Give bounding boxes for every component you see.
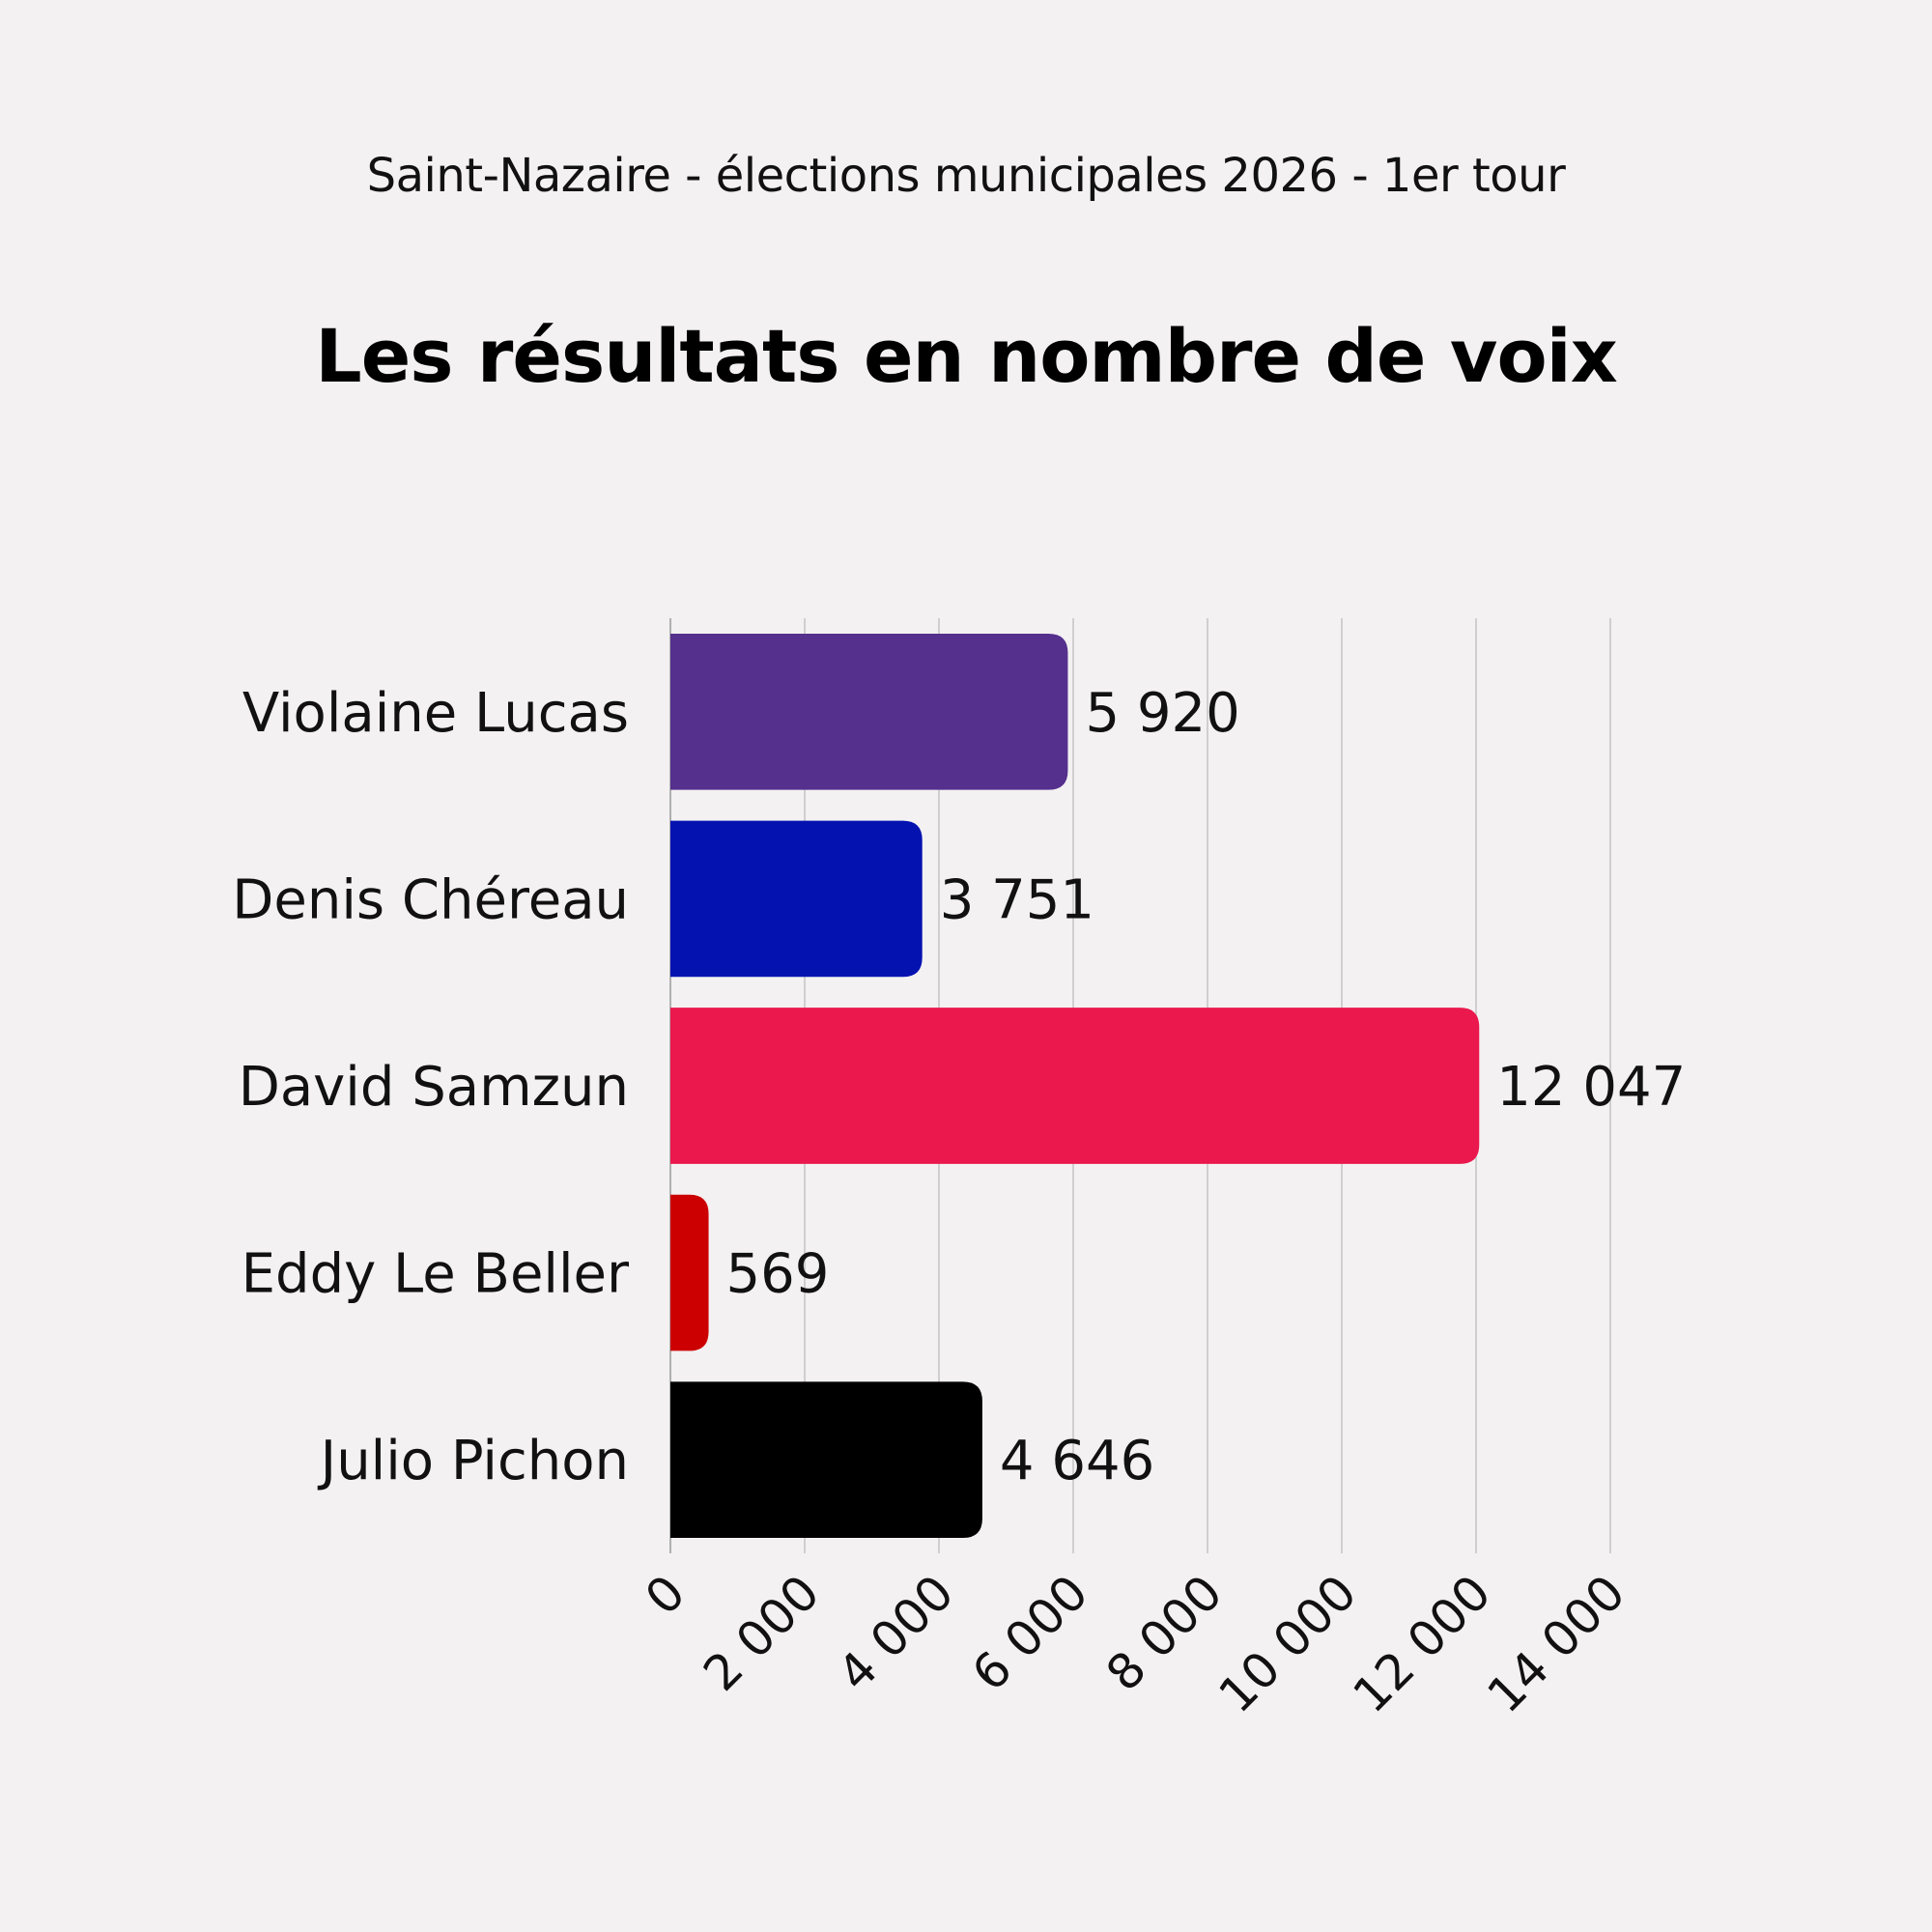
x-tick-label: 14 000	[1477, 1564, 1636, 1723]
category-label: Denis Chéreau	[232, 868, 629, 931]
labels: Violaine Lucas 5 920 Denis Chéreau 3 751 Dav…	[232, 682, 1686, 1492]
category-label: Eddy Le Beller	[242, 1243, 630, 1306]
x-tick-label: 2 000	[693, 1564, 830, 1701]
bars	[670, 633, 1480, 1539]
value-label: 12 047	[1496, 1056, 1686, 1119]
bar	[670, 1008, 1480, 1164]
x-tick-label: 10 000	[1208, 1564, 1368, 1723]
value-label: 5 920	[1085, 682, 1239, 745]
value-label: 569	[726, 1243, 830, 1306]
category-label: Julio Pichon	[318, 1430, 629, 1492]
x-tick-label: 0	[635, 1564, 696, 1626]
bar	[670, 820, 923, 978]
bar	[670, 1381, 982, 1539]
category-label: Violaine Lucas	[242, 682, 629, 745]
x-tick-label: 12 000	[1343, 1564, 1502, 1723]
chart-subtitle: Saint-Nazaire - élections municipales 20…	[366, 149, 1566, 203]
bar	[670, 633, 1068, 790]
chart-title: Les résultats en nombre de voix	[315, 313, 1617, 399]
bar	[670, 1194, 709, 1351]
value-label: 3 751	[940, 868, 1094, 931]
category-label: David Samzun	[239, 1056, 629, 1119]
x-tick-label: 4 000	[827, 1564, 964, 1701]
value-label: 4 646	[1000, 1430, 1154, 1492]
x-tick-label: 6 000	[961, 1564, 1098, 1701]
